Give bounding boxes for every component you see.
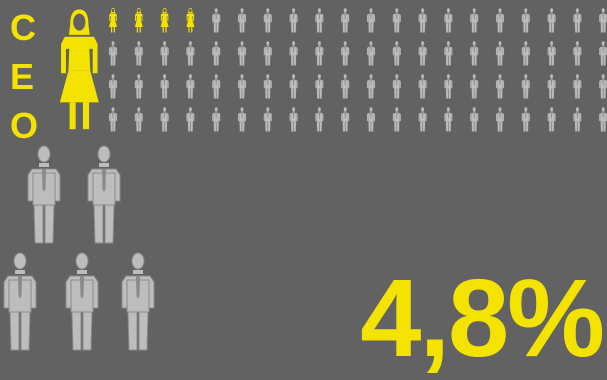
unit-man-icon: [263, 8, 272, 33]
big-man-icon: [87, 145, 121, 244]
unit-man-icon: [315, 107, 324, 132]
unit-man-icon: [289, 8, 298, 33]
unit-man-icon: [237, 8, 247, 33]
unit-woman-icon: [186, 7, 195, 33]
unit-man-icon: [521, 8, 530, 33]
unit-man-icon: [495, 8, 505, 33]
unit-man-icon: [547, 107, 556, 132]
unit-man-icon: [186, 107, 195, 132]
unit-man-icon: [134, 41, 143, 66]
unit-man-icon: [599, 41, 607, 66]
unit-man-icon: [495, 41, 505, 66]
big-man-icon: [121, 252, 155, 351]
unit-man-icon: [521, 107, 530, 132]
ceo-letter-o: O: [10, 105, 39, 146]
unit-man-icon: [108, 107, 118, 132]
unit-man-icon: [599, 8, 607, 33]
unit-man-icon: [366, 8, 376, 33]
unit-man-icon: [134, 107, 143, 132]
unit-man-icon: [289, 74, 298, 99]
unit-man-icon: [237, 74, 247, 99]
unit-man-icon: [366, 74, 376, 99]
unit-man-icon: [108, 41, 118, 66]
unit-man-icon: [212, 107, 221, 132]
unit-man-icon: [418, 74, 427, 99]
unit-man-icon: [160, 41, 169, 66]
unit-woman-icon: [160, 7, 169, 33]
ceo-letter-c: C: [10, 7, 36, 48]
unit-man-icon: [470, 8, 479, 33]
big-man-icon: [3, 252, 37, 351]
unit-man-icon: [444, 8, 453, 33]
big-man-icon: [65, 252, 99, 351]
unit-man-icon: [392, 41, 401, 66]
unit-man-icon: [573, 107, 582, 132]
unit-man-icon: [573, 74, 582, 99]
unit-man-icon: [444, 107, 453, 132]
unit-man-icon: [392, 74, 401, 99]
unit-man-icon: [573, 41, 582, 66]
unit-man-icon: [599, 74, 607, 99]
ceo-letter-e: E: [10, 56, 35, 97]
unit-man-icon: [547, 8, 556, 33]
headline-percentage: 4,8%: [360, 257, 605, 380]
unit-man-icon: [315, 74, 324, 99]
unit-man-icon: [289, 41, 298, 66]
unit-man-icon: [392, 107, 401, 132]
unit-man-icon: [418, 107, 427, 132]
unit-man-icon: [392, 8, 401, 33]
unit-man-icon: [470, 41, 479, 66]
unit-man-icon: [495, 107, 505, 132]
unit-man-icon: [366, 107, 376, 132]
unit-man-icon: [573, 8, 582, 33]
unit-man-icon: [341, 107, 350, 132]
pictogram-area: [3, 7, 607, 351]
unit-man-icon: [470, 107, 479, 132]
unit-man-icon: [495, 74, 505, 99]
unit-man-icon: [418, 41, 427, 66]
unit-man-icon: [212, 8, 221, 33]
unit-man-icon: [289, 107, 298, 132]
unit-man-icon: [263, 107, 272, 132]
unit-man-icon: [444, 41, 453, 66]
unit-man-icon: [315, 8, 324, 33]
unit-man-icon: [599, 107, 607, 132]
unit-man-icon: [521, 41, 530, 66]
unit-man-icon: [212, 41, 221, 66]
unit-woman-icon: [109, 7, 117, 33]
unit-man-icon: [212, 74, 221, 99]
unit-man-icon: [108, 74, 118, 99]
unit-man-icon: [521, 74, 530, 99]
ceo-woman-icon: [59, 9, 99, 130]
unit-man-icon: [186, 41, 195, 66]
unit-man-icon: [547, 41, 556, 66]
unit-man-icon: [315, 41, 324, 66]
unit-man-icon: [418, 8, 427, 33]
unit-man-icon: [134, 74, 143, 99]
unit-man-icon: [341, 74, 350, 99]
unit-man-icon: [263, 74, 272, 99]
unit-man-icon: [444, 74, 453, 99]
unit-man-icon: [470, 74, 479, 99]
infographic: C E O 4,8%: [3, 7, 607, 374]
unit-man-icon: [547, 74, 556, 99]
unit-man-icon: [160, 107, 169, 132]
unit-woman-icon: [134, 7, 143, 33]
unit-man-icon: [160, 74, 169, 99]
unit-man-icon: [341, 8, 350, 33]
unit-man-icon: [186, 74, 195, 99]
unit-man-icon: [263, 41, 272, 66]
unit-man-icon: [237, 107, 247, 132]
unit-man-icon: [237, 41, 247, 66]
unit-man-icon: [341, 41, 350, 66]
unit-man-icon: [366, 41, 376, 66]
big-man-icon: [27, 145, 61, 244]
